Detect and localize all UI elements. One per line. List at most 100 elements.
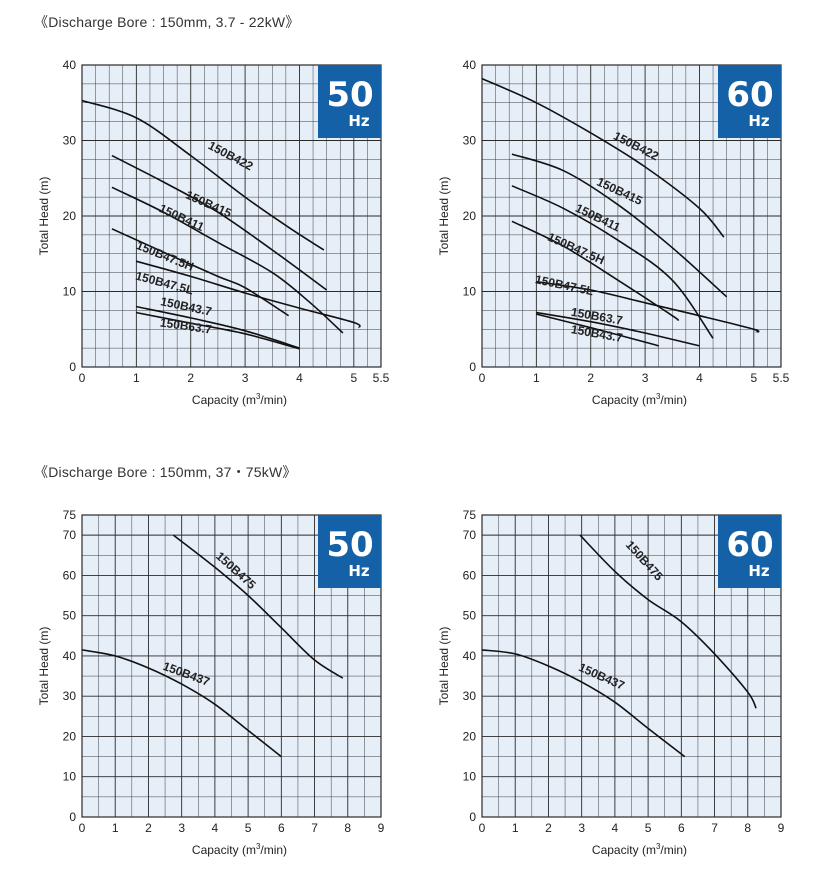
- y-tick-label: 10: [463, 770, 477, 784]
- y-tick-label: 20: [463, 729, 477, 743]
- y-tick-label: 0: [69, 360, 76, 374]
- curve-150b437: [481, 649, 686, 758]
- x-tick-label: 4: [612, 821, 619, 835]
- x-tick-label: 5: [645, 821, 652, 835]
- y-tick-label: 40: [463, 649, 477, 663]
- y-tick-label: 30: [63, 134, 77, 148]
- x-tick-label: 0: [79, 371, 86, 385]
- y-tick-label: 30: [463, 689, 477, 703]
- x-tick-label: 3: [578, 821, 585, 835]
- pump-curve-chart-large-50hz: 0 1 2 3 4 5 6 7 8 9 0 10 20 30 40 50 60 70 75 Capacity (m3/…: [37, 508, 385, 857]
- y-axis-title: Total Head (m): [437, 177, 451, 256]
- x-tick-label: 1: [512, 821, 519, 835]
- x-tick-label: 5: [245, 821, 252, 835]
- y-tick-label: 40: [463, 58, 477, 72]
- x-tick-label: 9: [378, 821, 385, 835]
- curve-150b475: [579, 534, 757, 709]
- frequency-badge-unit: Hz: [348, 112, 370, 130]
- frequency-badge: [718, 65, 781, 138]
- x-axis-title: Capacity (m3/min): [192, 842, 287, 857]
- y-axis-title: Total Head (m): [37, 177, 51, 256]
- plot-border: [81, 64, 382, 368]
- pump-curve-chart-small-50hz: 0 1 2 3 4 5 5.5 0 10 20 30 40 Capacity (m3/min) Total…: [37, 58, 390, 407]
- frequency-badge-unit: Hz: [748, 562, 770, 580]
- x-tick-label: 5.5: [773, 371, 790, 385]
- curve-150b47-5h: [111, 228, 290, 317]
- x-tick-label: 1: [133, 371, 140, 385]
- frequency-badge-unit: Hz: [748, 112, 770, 130]
- x-tick-label: 5.5: [373, 371, 390, 385]
- frequency-badge-value: 50: [326, 75, 373, 115]
- plot-border: [81, 514, 382, 818]
- grid: [81, 64, 382, 368]
- y-tick-label: 50: [463, 609, 477, 623]
- curve-150b411: [111, 186, 344, 334]
- x-tick-label: 4: [212, 821, 219, 835]
- y-tick-label: 50: [63, 609, 77, 623]
- curve-150b422: [481, 77, 725, 238]
- x-axis-title: Capacity (m3/min): [592, 392, 687, 407]
- frequency-badge-value: 50: [326, 525, 373, 565]
- section-heading-large-motors: 《Discharge Bore : 150mm, 37・75kW》: [34, 464, 297, 480]
- y-tick-label: 30: [463, 134, 477, 148]
- curve-150b63-7: [536, 311, 700, 347]
- y-tick-label: 70: [463, 528, 477, 542]
- x-tick-label: 2: [545, 821, 552, 835]
- x-tick-label: 8: [744, 821, 751, 835]
- frequency-badge: [318, 515, 381, 588]
- x-tick-label: 1: [533, 371, 540, 385]
- section-heading-small-motors: 《Discharge Bore : 150mm, 3.7 - 22kW》: [34, 14, 300, 30]
- x-axis-title: Capacity (m3/min): [592, 842, 687, 857]
- x-tick-label: 3: [178, 821, 185, 835]
- frequency-badge-value: 60: [726, 525, 773, 565]
- x-tick-label: 7: [711, 821, 718, 835]
- curve-150b47-5l: [136, 260, 361, 329]
- curve-150b422: [81, 99, 325, 251]
- y-tick-label: 10: [463, 285, 477, 299]
- x-tick-label: 3: [242, 371, 249, 385]
- frequency-badge: [318, 65, 381, 138]
- x-tick-label: 0: [479, 371, 486, 385]
- y-tick-label: 60: [463, 568, 477, 582]
- y-tick-label: 10: [63, 770, 77, 784]
- x-tick-label: 5: [350, 371, 357, 385]
- y-tick-label: 60: [63, 568, 77, 582]
- curve-150b437: [81, 649, 282, 758]
- pump-curve-chart-large-60hz: 0 1 2 3 4 5 6 7 8 9 0 10 20 30 40 50 60 70 75 Capacity (m3/…: [437, 508, 785, 857]
- curve-150b43-7: [536, 313, 659, 347]
- y-tick-label: 20: [63, 209, 77, 223]
- y-tick-label: 40: [63, 649, 77, 663]
- y-axis-title: Total Head (m): [437, 627, 451, 706]
- y-tick-label: 0: [469, 810, 476, 824]
- curve-150b415: [111, 154, 328, 291]
- x-axis-title: Capacity (m3/min): [192, 392, 287, 407]
- plot-border: [481, 64, 782, 368]
- y-tick-label: 10: [63, 285, 77, 299]
- frequency-badge-unit: Hz: [348, 562, 370, 580]
- y-tick-label: 40: [63, 58, 77, 72]
- x-tick-label: 5: [750, 371, 757, 385]
- y-tick-label: 75: [463, 508, 477, 522]
- y-tick-label: 70: [63, 528, 77, 542]
- plot-border: [481, 514, 782, 818]
- x-tick-label: 0: [79, 821, 86, 835]
- x-tick-label: 4: [696, 371, 703, 385]
- x-tick-label: 9: [778, 821, 785, 835]
- y-tick-label: 30: [63, 689, 77, 703]
- x-tick-label: 4: [296, 371, 303, 385]
- curve-150b411: [511, 185, 714, 339]
- curve-150b63-7: [136, 311, 300, 350]
- frequency-badge: [718, 515, 781, 588]
- curve-150b475: [172, 534, 344, 679]
- y-tick-label: 20: [463, 209, 477, 223]
- curve-150b415: [511, 153, 728, 298]
- y-tick-label: 0: [469, 360, 476, 374]
- x-tick-label: 2: [187, 371, 194, 385]
- x-tick-label: 6: [278, 821, 285, 835]
- x-tick-label: 1: [112, 821, 119, 835]
- x-tick-label: 7: [311, 821, 318, 835]
- curve-150b47-5h: [511, 220, 680, 321]
- curve-150b47-5l: [536, 280, 760, 334]
- x-tick-label: 2: [145, 821, 152, 835]
- frequency-badge-value: 60: [726, 75, 773, 115]
